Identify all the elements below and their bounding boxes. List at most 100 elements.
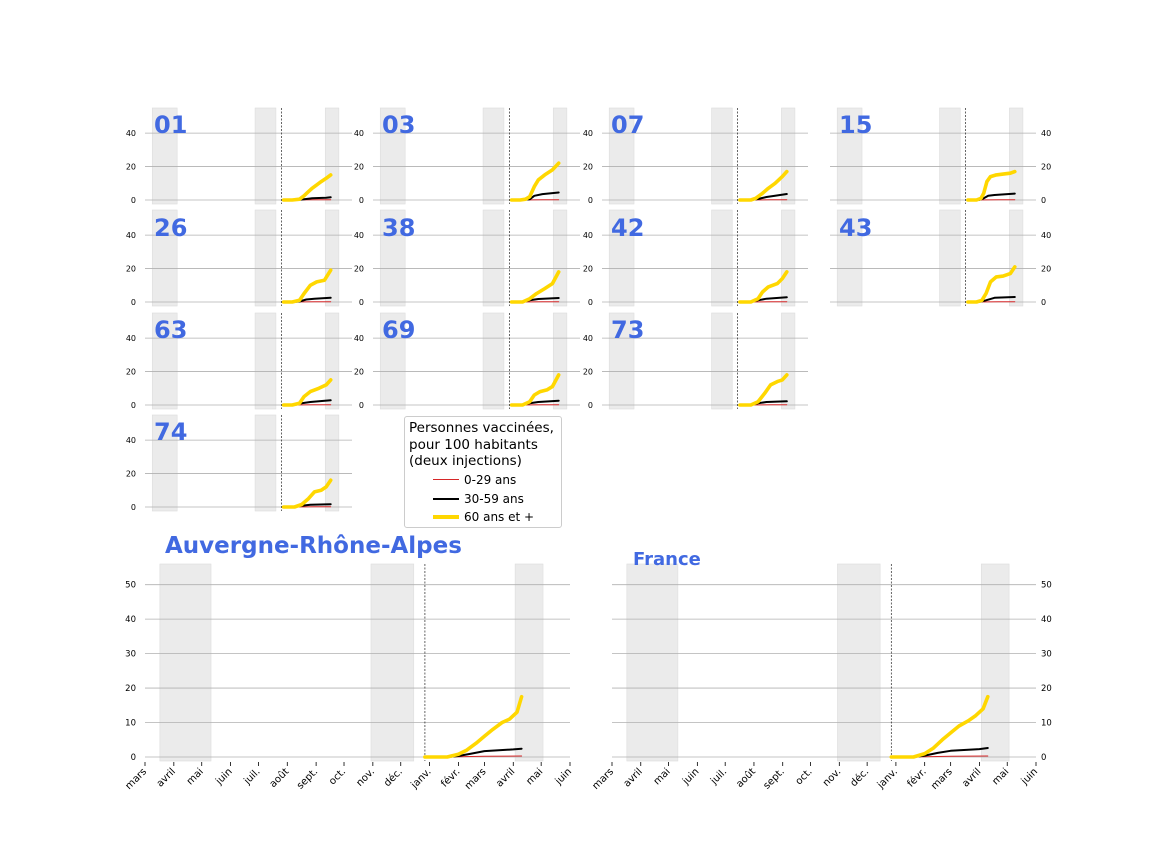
panel-title: France [633,549,701,570]
panel-title: Auvergne-Rhône-Alpes [165,533,462,559]
x-tick-label: oct. [794,766,815,787]
series-line [509,373,561,407]
shaded-period [324,414,340,512]
shaded-period [980,563,1010,762]
panel-title: 01 [154,111,187,139]
chart-panel-11: 0 20 40 74 [126,414,352,512]
shaded-period [781,312,796,410]
shaded-period [324,312,340,410]
y-tick-label: 20 [354,163,364,172]
chart-panel-7: 0 20 40 43 [830,209,1051,307]
y-tick-label: 40 [126,436,136,445]
legend-title-line: pour 100 habitants [409,436,538,453]
x-tick-label: mai [524,766,545,787]
shaded-period [939,107,961,205]
y-tick-label: 20 [126,470,136,479]
x-tick-label: déc. [381,766,404,789]
y-tick-label: 20 [125,684,136,694]
y-tick-label: 40 [125,615,136,625]
shaded-period [711,209,733,307]
legend-swatch-30-59 [433,498,459,500]
y-tick-label: 20 [126,368,136,377]
panel-title: 26 [154,214,187,242]
y-tick-label: 20 [354,368,364,377]
y-tick-label: 0 [1041,298,1046,307]
legend-swatch-0-29 [433,479,459,480]
series-line [738,270,789,304]
shaded-period [552,209,568,307]
y-tick-label: 20 [583,368,593,377]
series-line [889,694,990,759]
x-tick-label: mars [591,766,617,792]
y-tick-label: 40 [354,129,364,138]
x-tick-label: juin [680,766,701,787]
y-tick-label: 40 [126,129,136,138]
shaded-period [370,563,415,762]
x-tick-label: août [267,766,291,790]
legend-label-30-59: 30-59 ans [464,492,524,506]
panel-title: 03 [382,111,415,139]
y-tick-label: 20 [354,265,364,274]
shaded-period [1009,107,1024,205]
shaded-period [1009,209,1024,307]
series-line [423,694,524,759]
x-tick-label: juin [213,766,234,787]
x-tick-label: mars [124,766,150,792]
x-tick-label: mai [185,766,206,787]
shaded-period [379,107,406,205]
x-tick-label: mai [990,766,1011,787]
series-line [281,268,333,304]
series-line [966,169,1017,202]
series-line [281,378,333,407]
shaded-period [324,209,340,307]
x-tick-label: janv. [409,766,434,791]
series-line [509,270,561,304]
shaded-period [626,563,679,762]
x-tick-label: sept. [295,766,320,791]
legend-label-0-29: 0-29 ans [464,473,517,487]
y-tick-label: 40 [354,334,364,343]
x-tick-label: août [734,766,758,790]
shaded-period [711,312,733,410]
y-tick-label: 0 [359,298,364,307]
shaded-period [254,107,277,205]
y-tick-label: 0 [588,298,593,307]
y-tick-label: 30 [1041,650,1052,660]
x-tick-label: mars [463,766,489,792]
y-tick-label: 20 [126,265,136,274]
panel-title: 74 [154,418,187,446]
x-tick-label: mai [652,766,673,787]
y-tick-label: 40 [583,129,593,138]
shaded-period [837,563,881,762]
chart-panel-2: 0 20 40 07 [583,107,808,205]
chart-panel-3: 0 20 40 15 [830,107,1051,205]
panel-title: 38 [382,214,415,242]
y-tick-label: 30 [125,650,136,660]
legend-title-line: (deux injections) [409,453,522,469]
y-tick-label: 0 [588,401,593,410]
x-tick-label: juil. [241,766,262,787]
series-line [281,478,333,509]
series-line [509,161,561,202]
chart-panel-4: 0 20 40 26 [126,209,352,307]
chart-panel-5: 0 20 40 38 [354,209,580,307]
x-tick-label: avril [155,766,178,789]
shaded-period [151,312,178,410]
y-tick-label: 40 [1041,231,1051,240]
panel-title: 07 [611,111,644,139]
legend-swatch-60-plus [433,515,459,519]
x-tick-label: nov. [821,766,843,788]
y-tick-label: 20 [583,163,593,172]
panel-title: 73 [611,316,644,344]
chart-panel-0: 0 20 40 01 [126,107,352,205]
shaded-period [379,209,406,307]
series-line [738,373,789,407]
x-tick-label: mars [929,766,955,792]
y-tick-label: 0 [359,196,364,205]
shaded-period [608,107,635,205]
y-tick-label: 20 [583,265,593,274]
y-tick-label: 20 [1041,163,1051,172]
y-tick-label: 0 [588,196,593,205]
y-tick-label: 0 [1041,196,1046,205]
